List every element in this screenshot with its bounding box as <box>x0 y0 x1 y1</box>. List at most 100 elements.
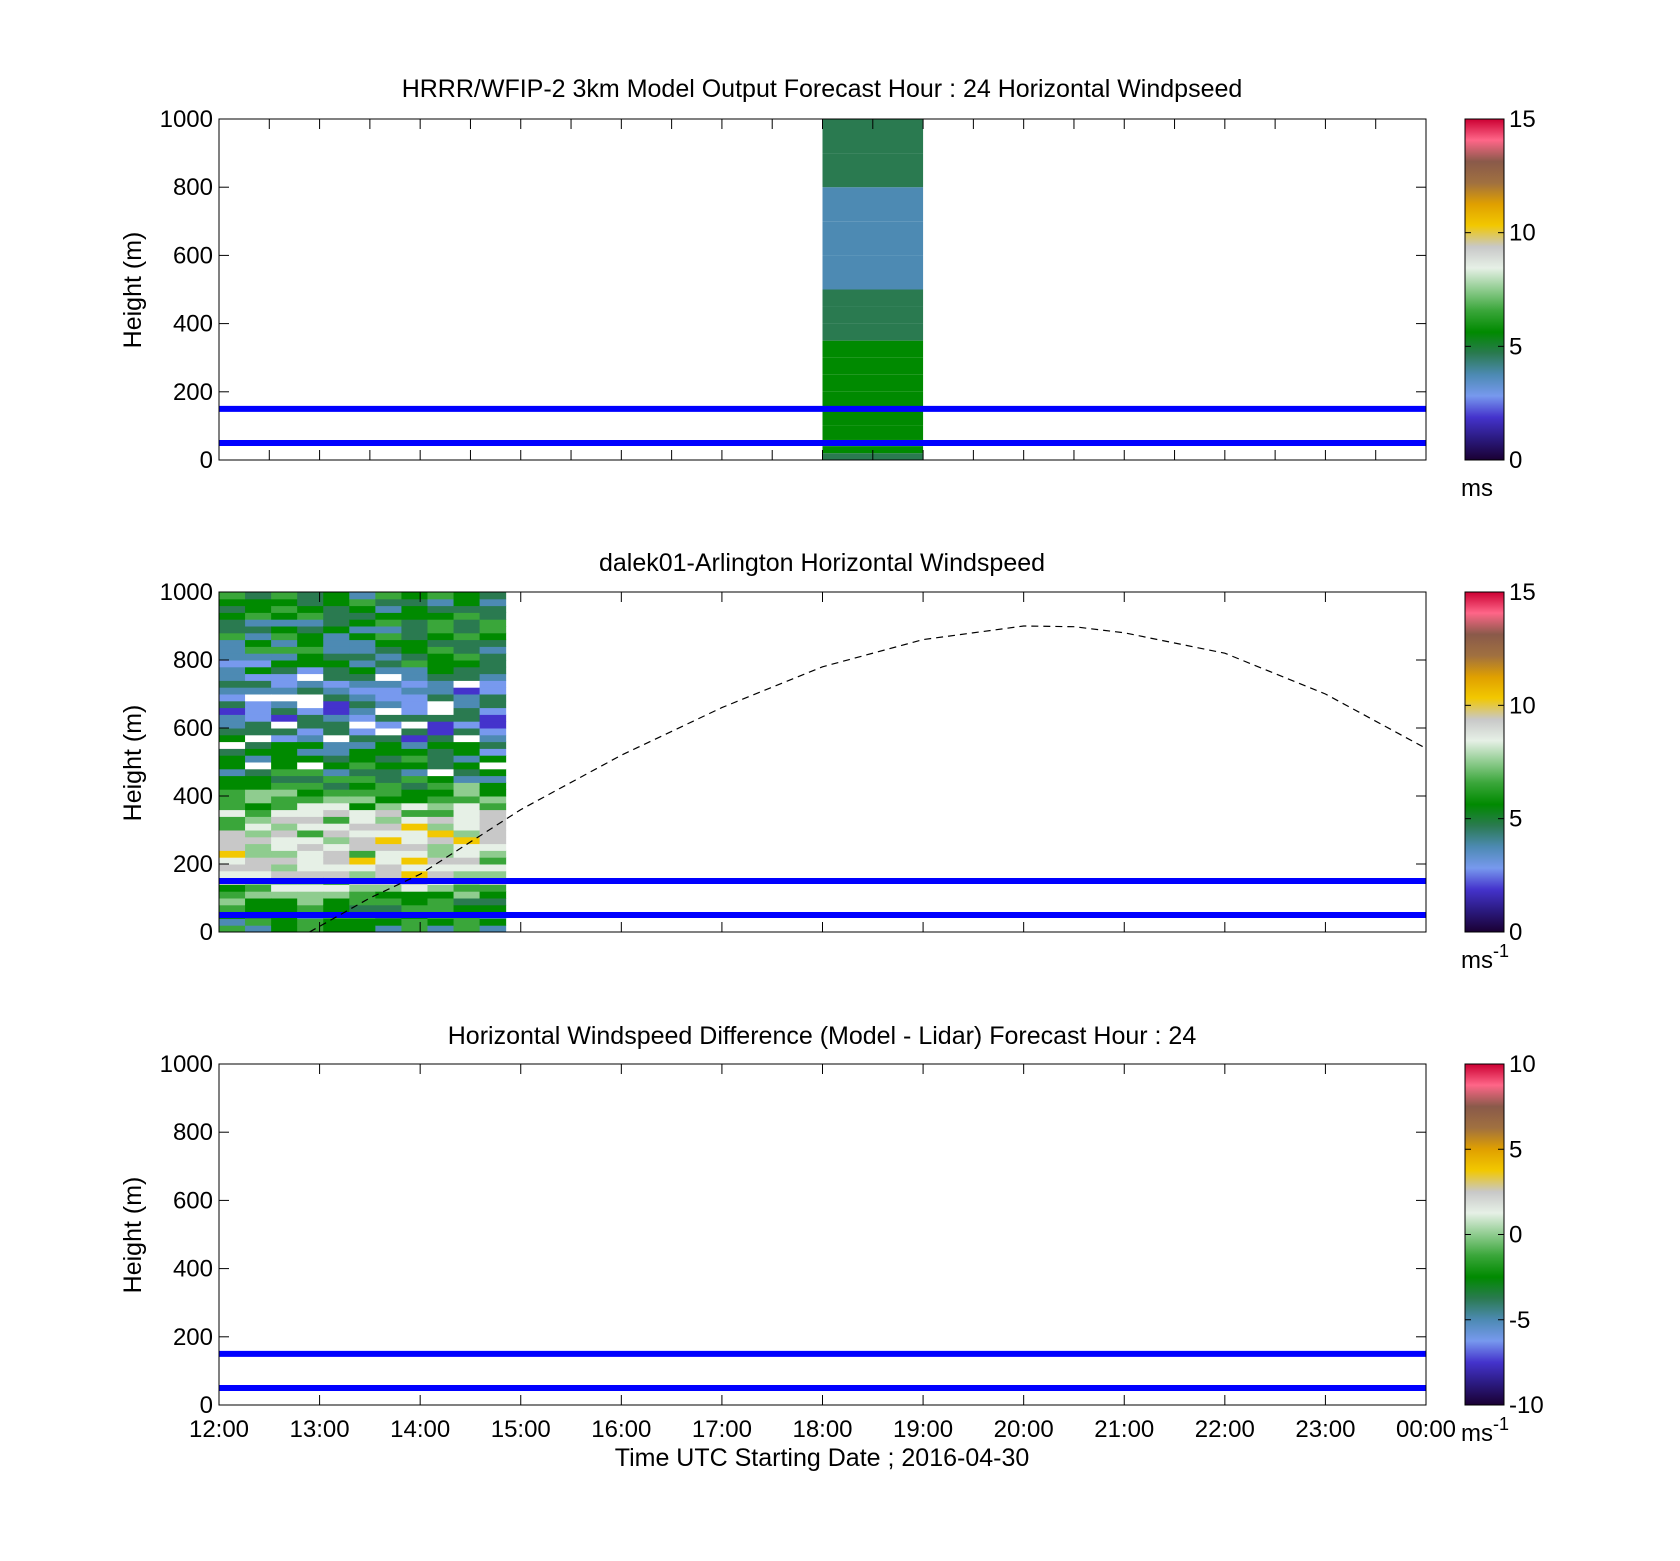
lidar-cell <box>375 734 402 743</box>
y-tick-label: 0 <box>200 447 213 474</box>
lidar-cell <box>375 816 402 824</box>
lidar-cell <box>297 789 324 797</box>
panel-model-xticks <box>218 119 1427 460</box>
lidar-cell <box>427 700 455 709</box>
lidar-cell <box>219 809 246 817</box>
lidar-cell <box>479 870 507 879</box>
lidar-cell <box>453 789 481 797</box>
lidar-cell <box>453 850 481 858</box>
lidar-cell <box>297 775 324 783</box>
lidar-cell <box>271 673 298 681</box>
lidar-cell <box>453 925 481 932</box>
lidar-cell <box>427 598 455 607</box>
lidar-cell <box>427 796 455 804</box>
lidar-cell <box>453 626 481 634</box>
lidar-cell <box>271 619 298 627</box>
model-cell <box>822 357 924 375</box>
lidar-cell <box>453 816 481 824</box>
lidar-cell <box>297 666 324 675</box>
x-tick-label: 12:00 <box>189 1416 249 1443</box>
lidar-cell <box>271 775 298 783</box>
lidar-cell <box>245 850 272 858</box>
y-tick-label: 0 <box>200 1392 213 1419</box>
lidar-cell <box>323 904 350 913</box>
lidar-cell <box>453 694 481 702</box>
lidar-cell <box>271 741 298 749</box>
lidar-cell <box>349 789 376 797</box>
lidar-cell <box>401 707 428 715</box>
lidar-cell <box>427 741 455 749</box>
lidar-cell <box>219 626 246 634</box>
lidar-cell <box>401 830 428 838</box>
lidar-cell <box>297 653 324 661</box>
lidar-cell <box>297 836 324 845</box>
lidar-cell <box>349 836 376 845</box>
y-tick-label: 400 <box>173 1256 213 1283</box>
lidar-cell <box>453 762 481 770</box>
lidar-cell <box>245 626 272 634</box>
lidar-cell <box>401 898 428 906</box>
lidar-cell <box>401 612 428 620</box>
lidar-cell <box>349 721 376 729</box>
lidar-cell <box>323 898 350 906</box>
lidar-cell <box>271 639 298 647</box>
lidar-cell <box>401 768 428 777</box>
lidar-cell <box>349 660 376 668</box>
colorbar-scale <box>1464 1063 1505 1406</box>
panel-difference-xlabel: Time UTC Starting Date ; 2016-04-30 <box>615 1444 1030 1472</box>
lidar-cell <box>401 694 428 702</box>
lidar-cell <box>375 864 402 872</box>
lidar-cell <box>219 619 246 627</box>
colorbar-tick-label: -10 <box>1509 1392 1544 1419</box>
lidar-cell <box>401 925 428 932</box>
lidar-cell <box>219 762 246 770</box>
lidar-cell <box>375 619 402 627</box>
lidar-cell <box>297 830 324 838</box>
lidar-cell <box>401 864 428 872</box>
lidar-cell <box>271 898 298 906</box>
lidar-cell <box>349 626 376 634</box>
lidar-cell <box>375 707 402 715</box>
lidar-cell <box>297 782 324 790</box>
lidar-cell <box>479 592 507 600</box>
lidar-cell <box>375 700 402 709</box>
lidar-cell <box>219 694 246 702</box>
lidar-cell <box>323 673 350 681</box>
lidar-cell <box>323 809 350 817</box>
lidar-cell <box>245 802 272 811</box>
lidar-cell <box>245 673 272 681</box>
lidar-cell <box>297 864 324 872</box>
lidar-cell <box>271 802 298 811</box>
lidar-cell <box>271 836 298 845</box>
lidar-cell <box>245 619 272 627</box>
lidar-cell <box>297 612 324 620</box>
lidar-cell <box>219 734 246 743</box>
lidar-cell <box>479 768 507 777</box>
lidar-cell <box>219 653 246 661</box>
lidar-cell <box>219 864 246 872</box>
colorbar-tick-label: 5 <box>1509 806 1522 833</box>
lidar-cell <box>479 660 507 668</box>
lidar-cell <box>453 823 481 831</box>
lidar-cell <box>271 653 298 661</box>
colorbar-scale <box>1464 118 1505 461</box>
lidar-cell <box>427 619 455 627</box>
lidar-cell <box>401 857 428 865</box>
panel-difference-colorbar: -10 -5 0 5 10 ms-1 <box>1461 1051 1544 1447</box>
lidar-cell <box>453 768 481 777</box>
lidar-cell <box>297 891 324 899</box>
lidar-cell <box>349 748 376 756</box>
lidar-cell <box>401 809 428 817</box>
lidar-cell <box>297 598 324 607</box>
lidar-cell <box>349 782 376 790</box>
y-tick-label: 600 <box>173 1187 213 1214</box>
lidar-cell <box>245 891 272 899</box>
lidar-cell <box>401 734 428 743</box>
lidar-cell <box>271 612 298 620</box>
panel-model-yticks: 0 200 400 600 800 1000 <box>160 106 1426 474</box>
lidar-cell <box>401 789 428 797</box>
x-tick-label: 18:00 <box>792 1416 852 1443</box>
lidar-cell <box>427 673 455 681</box>
lidar-cell <box>297 707 324 715</box>
lidar-cell <box>219 687 246 695</box>
